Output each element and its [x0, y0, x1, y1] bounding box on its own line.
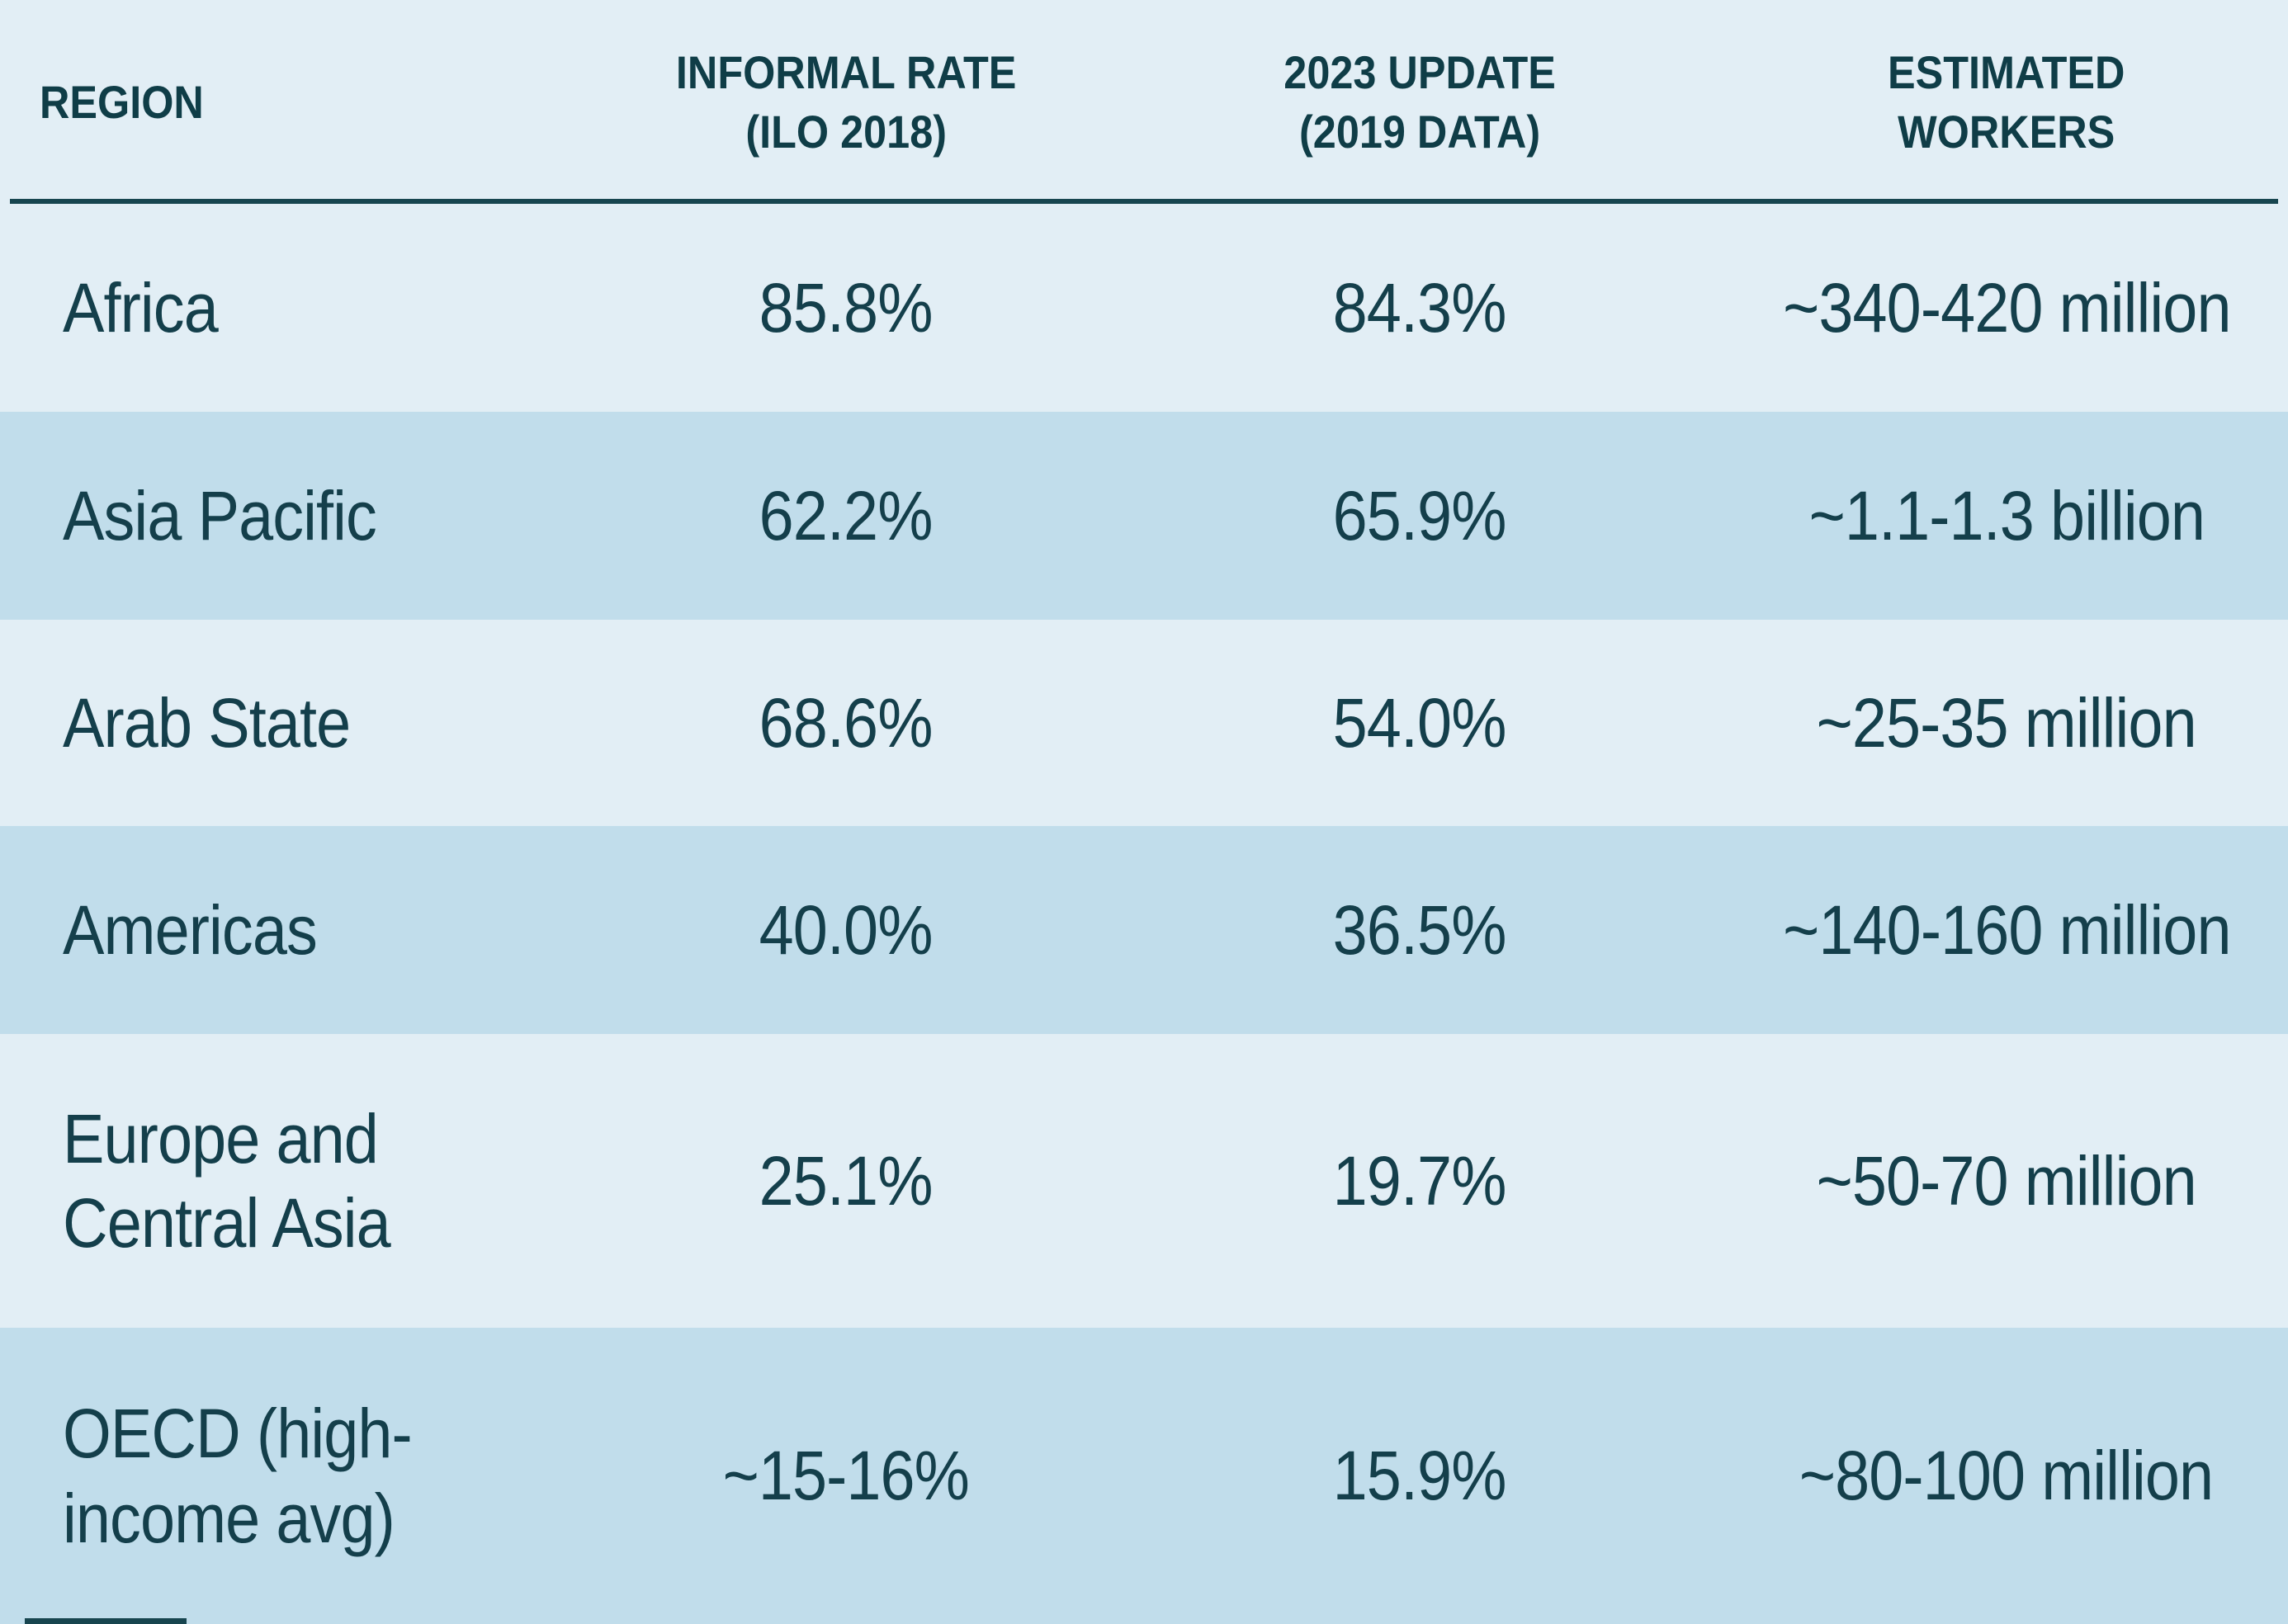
update-2023-cell: 19.7% — [1333, 1141, 1507, 1220]
column-header-region: REGION — [40, 75, 204, 128]
table-row-asia-pacific: Asia Pacific 62.2% 65.9% ~1.1-1.3 billio… — [0, 412, 2288, 620]
region-cell: Africa — [63, 268, 219, 347]
column-header-informal-rate: INFORMAL RATE (ILO 2018) — [675, 45, 1017, 158]
estimated-workers-cell: ~140-160 million — [1782, 890, 2231, 969]
update-2023-cell: 54.0% — [1333, 683, 1507, 762]
region-cell: Europe and Central Asia — [63, 1099, 391, 1262]
table-row-africa: Africa 85.8% 84.3% ~340-420 million — [0, 204, 2288, 412]
region-cell: Americas — [63, 890, 318, 969]
informal-rate-cell: 68.6% — [759, 683, 934, 762]
column-header-estimated-workers: ESTIMATED WORKERS — [1888, 45, 2125, 158]
table-row-arab-state: Arab State 68.6% 54.0% ~25-35 million — [0, 620, 2288, 826]
update-2023-cell: 65.9% — [1333, 476, 1507, 555]
table-row-oecd: OECD (high- income avg) ~15-16% 15.9% ~8… — [0, 1328, 2288, 1624]
estimated-workers-cell: ~25-35 million — [1816, 683, 2197, 762]
table-header-row: REGION INFORMAL RATE (ILO 2018) 2023 UPD… — [0, 0, 2288, 204]
column-header-2023-update: 2023 UPDATE (2019 DATA) — [1283, 45, 1556, 158]
update-2023-cell: 15.9% — [1333, 1437, 1507, 1515]
estimated-workers-cell: ~340-420 million — [1782, 268, 2231, 347]
estimated-workers-cell: ~1.1-1.3 billion — [1808, 476, 2205, 555]
estimated-workers-cell: ~50-70 million — [1816, 1141, 2197, 1220]
update-2023-cell: 84.3% — [1333, 268, 1507, 347]
informal-rate-cell: 40.0% — [759, 890, 934, 969]
table-row-americas: Americas 40.0% 36.5% ~140-160 million — [0, 826, 2288, 1034]
region-cell: Arab State — [63, 683, 351, 762]
bottom-partial-bar — [25, 1618, 187, 1624]
informal-rate-cell: 25.1% — [759, 1141, 934, 1220]
region-cell: OECD (high- income avg) — [63, 1395, 413, 1557]
informal-rate-cell: ~15-16% — [722, 1437, 970, 1515]
estimated-workers-cell: ~80-100 million — [1799, 1437, 2214, 1515]
header-divider — [10, 199, 2278, 204]
informal-rate-cell: 62.2% — [759, 476, 934, 555]
update-2023-cell: 36.5% — [1333, 890, 1507, 969]
table-row-europe-central-asia: Europe and Central Asia 25.1% 19.7% ~50-… — [0, 1034, 2288, 1328]
region-cell: Asia Pacific — [63, 476, 377, 555]
informal-rate-cell: 85.8% — [759, 268, 934, 347]
